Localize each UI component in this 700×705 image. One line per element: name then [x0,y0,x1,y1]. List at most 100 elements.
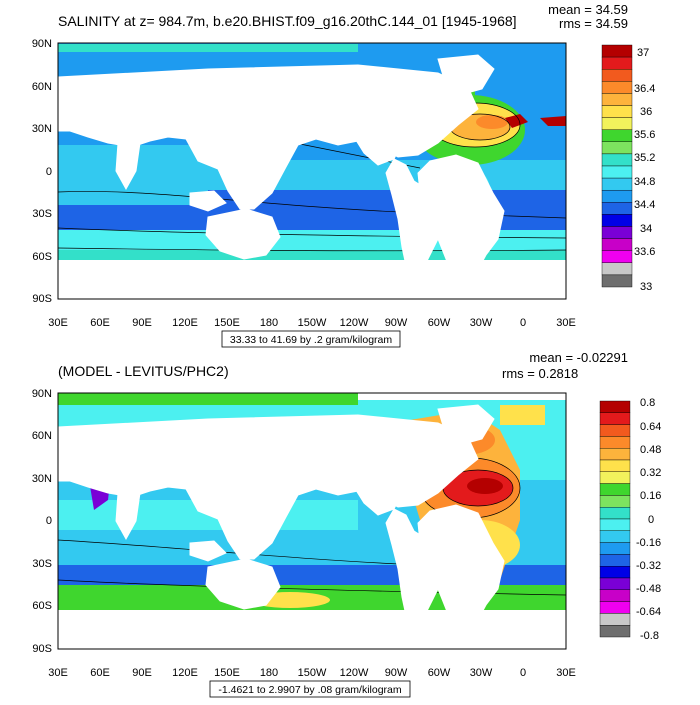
top-lon-label: 90E [132,317,152,329]
bottom-colorbar-label: 0.64 [640,421,661,433]
top-panel: SALINITY at z= 984.7m, b.e20.BHIST.f09_g… [32,2,655,348]
colorbar-swatch [601,44,633,58]
top-colorbar-label: 36 [640,106,652,118]
colorbar-swatch [601,250,633,263]
bottom-map-frame [57,392,567,650]
top-lat-label: 0 [46,166,52,178]
top-lat-label: 30S [32,208,52,220]
bottom-lon-label: 30E [556,667,576,679]
top-lon-label: 150W [298,317,327,329]
colorbar-swatch [601,81,633,94]
colorbar-swatch [601,129,633,142]
top-lon-label: 120E [172,317,198,329]
bottom-lon-axis: 30E 60E 90E 120E 150E 180 150W 120W 90W … [48,667,576,679]
bottom-colorbar-label: -0.64 [636,606,661,618]
top-colorbar-labels: 37 36.4 36 35.6 35.2 34.8 34.4 34 33.6 3… [634,47,655,293]
top-range-box [221,330,401,348]
colorbar-swatch [601,262,633,276]
top-lon-label: 120W [340,317,369,329]
colorbar-swatch [599,589,631,602]
colorbar-swatch [599,566,631,579]
bottom-colorbar-label: 0.32 [640,467,661,479]
bottom-colorbar-label: -0.32 [636,560,661,572]
top-range-label: 33.33 to 41.69 by .2 gram/kilogram [230,334,393,346]
colorbar-swatch [599,436,631,449]
colorbar-swatch [599,625,631,638]
colorbar-swatch [599,471,631,484]
top-lon-label: 30E [556,317,576,329]
top-lon-label: 150E [214,317,240,329]
colorbar-swatch [601,141,633,155]
bottom-lon-label: 120E [172,667,198,679]
bottom-lon-label: 150E [214,667,240,679]
top-colorbar [601,44,633,288]
top-lat-label: 90N [32,38,52,50]
colorbar-swatch [601,238,633,251]
top-lon-label: 0 [520,317,526,329]
top-lat-axis: 90N 60N 30N 0 30S 60S 90S [32,38,52,305]
top-lat-label: 60N [32,81,52,93]
colorbar-swatch [599,483,631,496]
colorbar-swatch [601,189,633,203]
top-map-frame [57,42,567,300]
colorbar-swatch [601,177,633,191]
bottom-colorbar-label: 0 [648,514,654,526]
colorbar-swatch [599,530,631,543]
bottom-colorbar-label: 0.16 [640,490,661,502]
bottom-lon-label: 60W [428,667,451,679]
top-title: SALINITY at z= 984.7m, b.e20.BHIST.f09_g… [58,13,517,29]
top-colorbar-label: 34 [640,223,652,235]
bottom-lat-label: 0 [46,515,52,527]
bottom-range-label: -1.4621 to 2.9907 by .08 gram/kilogram [218,684,402,696]
colorbar-swatch [599,412,631,425]
bottom-colorbar-label: 0.48 [640,444,661,456]
bottom-lat-label: 60N [32,430,52,442]
bottom-colorbar-labels: 0.8 0.64 0.48 0.32 0.16 0 -0.16 -0.32 -0… [636,397,661,642]
bottom-title: (MODEL - LEVITUS/PHC2) [58,363,229,379]
top-colorbar-label: 35.6 [634,129,655,141]
bottom-lat-label: 30N [32,473,52,485]
bottom-lat-label: 90N [32,388,52,400]
colorbar-swatch [601,214,633,227]
bottom-colorbar-label: 0.8 [640,397,655,409]
bottom-colorbar-label: -0.8 [640,630,659,642]
colorbar-swatch [601,165,633,179]
bottom-anomaly-map [58,393,566,649]
colorbar-swatch [599,495,631,508]
top-lon-label: 30E [48,317,68,329]
bottom-lon-label: 30W [470,667,493,679]
top-colorbar-label: 36.4 [634,83,655,95]
bottom-lat-axis: 90N 60N 30N 0 30S 60S 90S [32,388,52,655]
bottom-lon-label: 0 [520,667,526,679]
bottom-panel: (MODEL - LEVITUS/PHC2) mean = -0.02291 r… [32,350,661,698]
colorbar-swatch [599,613,631,626]
top-colorbar-label: 34.8 [634,176,655,188]
colorbar-swatch [601,105,633,118]
bottom-lon-label: 60E [90,667,110,679]
colorbar-swatch [599,577,631,591]
colorbar-swatch [599,542,631,555]
top-colorbar-label: 37 [637,47,649,59]
top-lat-label: 90S [32,293,52,305]
colorbar-swatch [601,153,633,167]
colorbar-swatch [599,554,631,567]
colorbar-swatch [599,507,631,520]
colorbar-swatch [601,68,633,82]
bottom-lon-label: 150W [298,667,327,679]
top-mean: mean = 34.59 [548,2,628,17]
top-lon-label: 60E [90,317,110,329]
colorbar-swatch [601,274,633,288]
bottom-lat-label: 90S [32,643,52,655]
top-lon-axis: 30E 60E 90E 120E 150E 180 150W 120W 90W … [48,317,576,329]
bottom-colorbar [599,400,631,638]
bottom-range-box [209,680,411,698]
colorbar-swatch [599,518,631,532]
top-lon-label: 180 [260,317,278,329]
bottom-lat-label: 60S [32,600,52,612]
colorbar-swatch [599,448,631,461]
colorbar-swatch [601,202,633,215]
top-colorbar-label: 34.4 [634,199,655,211]
top-lat-label: 30N [32,123,52,135]
bottom-colorbar-label: -0.48 [636,583,661,595]
